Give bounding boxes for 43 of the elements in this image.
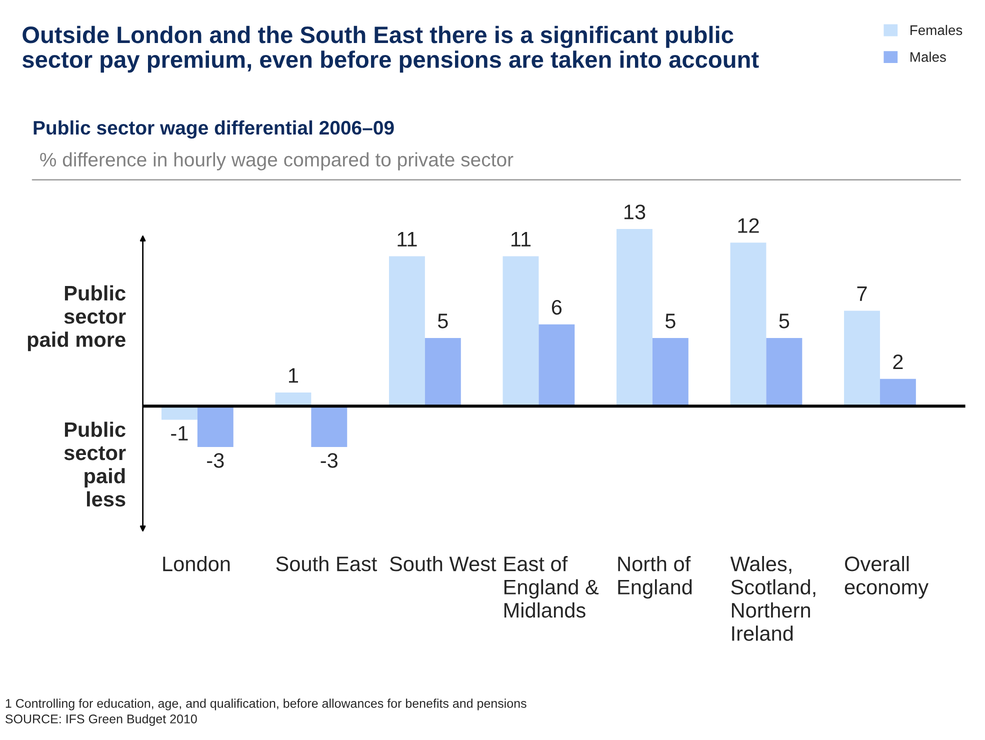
data-label: 12 [738,218,759,233]
bar [880,378,916,406]
x-tick-label: South East [276,556,378,572]
text: 1 Controlling for education, age, and qualification, before allowances for benefits and pensions [6,698,526,710]
bar [538,324,575,406]
text: Public sector paid more [28,285,126,352]
x-tick-label: East of England & Midlands [504,556,599,618]
data-label: 5 [438,314,448,328]
y-axis-title: % difference in hourly wage compared to private sector [40,152,514,170]
data-label: 11 [512,232,531,246]
legend-label: Males [910,52,946,62]
data-label: -1 [171,426,188,440]
x-tick-label: North of England [618,556,692,599]
bar [311,406,348,447]
data-label: -3 [207,453,224,468]
text: Public sector paid less [64,422,126,507]
bar [766,338,802,406]
data-label: -3 [320,453,338,468]
bar [652,338,688,406]
bar [502,256,539,406]
bar [389,256,425,406]
data-label: 5 [665,314,676,328]
x-tick-label: Overall economy [844,556,929,599]
x-tick-label: Wales, Scotland, Northern Ireland [730,556,816,641]
chart-subtitle: Public sector wage differential 2006–09 [34,120,394,139]
bar [161,406,198,420]
bar [616,229,652,406]
x-tick-label: London [163,556,230,572]
source-note: SOURCE: IFS Green Budget 2010 [5,714,197,726]
data-label: 2 [893,354,903,369]
legend-label: Females [910,24,962,36]
bar [197,406,234,447]
x-tick-label: South West [390,556,496,572]
data-label: 6 [552,300,562,315]
chart-title: Outside London and the South East there is a significant public sector pay premium, even before pensions are taken into account [22,26,759,73]
bar [730,242,766,406]
data-label: 5 [779,314,790,328]
bar [844,310,880,406]
data-label: 11 [398,232,417,246]
data-label: 1 [289,368,298,383]
data-label: 13 [624,204,646,220]
bar [424,338,461,406]
data-label: 7 [857,286,867,301]
